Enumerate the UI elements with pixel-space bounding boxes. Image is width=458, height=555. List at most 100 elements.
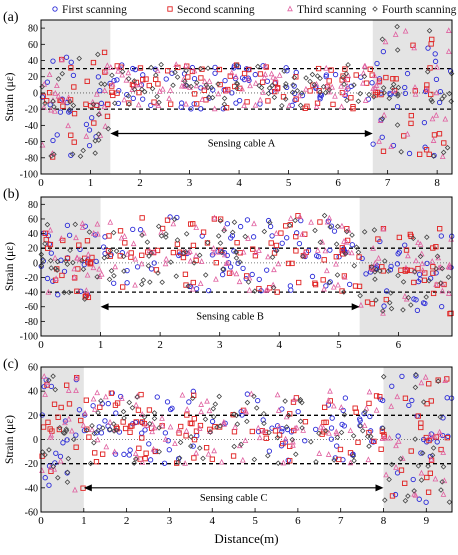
data-point (245, 75, 251, 82)
data-point (328, 425, 335, 431)
data-point (363, 404, 370, 411)
data-point (287, 443, 293, 450)
data-point (162, 436, 169, 442)
data-point (90, 230, 97, 236)
data-point (76, 242, 82, 248)
data-point (257, 101, 263, 107)
data-point (394, 47, 401, 53)
data-point (163, 231, 169, 237)
data-point (162, 260, 169, 267)
data-point (221, 225, 228, 232)
data-point (288, 287, 294, 293)
data-point (183, 427, 190, 434)
data-point (204, 397, 210, 404)
data-point (273, 242, 280, 249)
data-point (95, 51, 101, 58)
data-point (93, 90, 100, 97)
data-point (63, 426, 70, 432)
data-point (44, 221, 51, 228)
data-point (273, 247, 280, 254)
data-point (77, 153, 84, 159)
data-point (347, 459, 354, 466)
data-point (320, 84, 327, 90)
data-point (171, 216, 178, 222)
x-tick-label: 2 (157, 339, 163, 351)
data-point (299, 231, 306, 237)
data-point (355, 249, 362, 256)
data-point (148, 64, 154, 71)
data-point (86, 434, 92, 440)
data-point (427, 65, 433, 71)
data-point (66, 232, 73, 238)
data-point (338, 404, 345, 410)
data-point (282, 398, 288, 404)
data-point (79, 257, 85, 264)
data-point (348, 249, 355, 256)
data-point (380, 309, 386, 316)
data-point (350, 104, 356, 110)
data-point (175, 459, 182, 465)
data-point (274, 289, 280, 295)
data-point (323, 82, 330, 89)
data-point (107, 253, 113, 259)
data-point (187, 221, 194, 227)
data-point (393, 442, 399, 449)
data-point (436, 131, 443, 137)
data-point (110, 229, 117, 236)
data-point (98, 398, 104, 404)
data-point (323, 283, 329, 289)
legend-marker (167, 6, 173, 12)
data-point (124, 267, 130, 274)
data-point (434, 63, 440, 70)
data-point (167, 101, 174, 107)
data-point (141, 414, 148, 420)
data-point (89, 98, 96, 105)
data-point (250, 234, 257, 240)
data-point (372, 276, 378, 282)
data-point (284, 68, 290, 74)
data-point (367, 428, 374, 434)
data-point (132, 419, 139, 426)
data-point (357, 417, 363, 424)
data-point (430, 290, 437, 297)
data-point (418, 420, 424, 426)
data-point (44, 275, 51, 282)
data-point (344, 97, 350, 104)
data-point (205, 287, 212, 294)
data-point (260, 427, 267, 434)
data-point (276, 72, 283, 78)
data-point (246, 66, 252, 73)
data-point (345, 248, 352, 255)
data-point (70, 102, 77, 109)
data-point (389, 493, 396, 499)
data-point (423, 294, 429, 300)
data-point (234, 421, 241, 427)
data-point (278, 230, 284, 236)
data-point (270, 284, 277, 291)
data-point (46, 482, 52, 488)
x-tick-label: 2 (137, 177, 143, 189)
data-point (433, 434, 439, 440)
data-point (341, 273, 348, 279)
annotation-label-bg (187, 309, 273, 323)
data-point (411, 279, 417, 286)
data-point (406, 402, 412, 409)
data-point (53, 450, 59, 456)
data-point (179, 391, 186, 398)
data-point (406, 150, 413, 157)
data-point (253, 405, 260, 411)
data-point (444, 395, 450, 401)
data-point (265, 217, 272, 224)
data-point (302, 438, 308, 444)
data-point (327, 247, 333, 253)
data-point (361, 422, 368, 429)
data-point (42, 475, 48, 481)
data-point (219, 249, 225, 256)
data-point (349, 242, 355, 248)
data-point (424, 474, 430, 481)
data-point (430, 245, 436, 251)
data-point (94, 389, 101, 396)
data-point (226, 270, 233, 276)
data-point (55, 92, 62, 99)
data-point (260, 89, 267, 95)
